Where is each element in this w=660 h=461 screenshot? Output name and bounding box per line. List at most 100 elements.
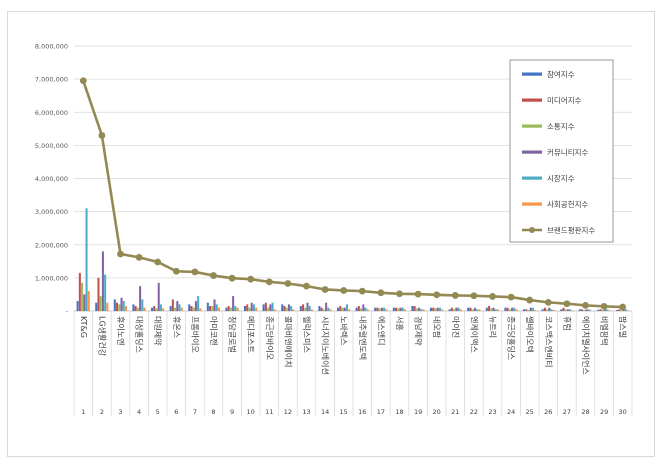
y-axis-tick-labels: - 1,000,000 2,000,000 3,000,000 4,000,000 5,0… [35, 43, 69, 316]
line-point [582, 301, 589, 309]
rank-label: 9 [230, 408, 234, 416]
bar [397, 308, 400, 311]
bar [302, 304, 305, 311]
bar [455, 307, 458, 311]
bar [85, 208, 88, 311]
legend-swatch [522, 124, 542, 128]
bar [415, 308, 418, 311]
bar [418, 307, 421, 311]
bar [153, 306, 156, 311]
bar [364, 307, 367, 311]
bar [106, 302, 109, 311]
bar [136, 307, 139, 311]
bar [134, 306, 137, 311]
rank-label: 3 [118, 408, 122, 416]
rank-label: 12 [284, 408, 292, 416]
bar [589, 310, 592, 311]
bar [566, 309, 569, 311]
category-label: 종근당바이오 [265, 316, 275, 360]
legend-label: 미디어지수 [547, 95, 582, 105]
category-label: 네오팜 [432, 316, 442, 339]
category-label: 아미코젠 [209, 316, 219, 345]
bar [506, 307, 509, 311]
category-label: 휴온스 [172, 316, 181, 338]
bar [583, 310, 586, 311]
bar [169, 306, 172, 311]
bar [355, 307, 358, 311]
rank-label: 29 [600, 408, 608, 416]
line-point [358, 287, 366, 295]
bar [378, 308, 381, 311]
bar [197, 296, 200, 311]
bar [348, 309, 351, 311]
bar [597, 309, 600, 311]
legend-label: 소통지수 [547, 122, 575, 131]
bar [225, 307, 228, 311]
bar [436, 307, 439, 311]
bar [366, 309, 369, 311]
line-point [489, 293, 496, 300]
bar [118, 304, 121, 311]
category-label: 청담글로벌 [228, 316, 238, 353]
bar [174, 307, 177, 311]
category-label: 노바렉스 [339, 316, 349, 345]
bar [560, 309, 563, 311]
bar [403, 309, 406, 311]
bar [362, 304, 365, 311]
y-tick-label: 1,000,000 [35, 274, 68, 282]
line-point [228, 274, 236, 282]
bar [327, 307, 330, 311]
line-series [79, 77, 627, 311]
bar [339, 306, 342, 311]
bar [620, 310, 623, 311]
bar [534, 310, 537, 311]
bar [608, 310, 611, 311]
bar [585, 309, 588, 311]
bar [178, 304, 181, 311]
category-label: 종근당홀딩스 [507, 316, 517, 360]
bar [616, 310, 619, 311]
category-label: 코스맥스엔비티 [544, 316, 554, 368]
bar [478, 309, 481, 311]
legend-swatch [522, 150, 542, 154]
line-point [451, 292, 459, 299]
bar [206, 302, 209, 311]
bar [244, 306, 247, 311]
bar [496, 309, 499, 311]
line-point [433, 291, 441, 299]
line-point [210, 272, 217, 279]
category-label: 뉴트리 [488, 316, 497, 338]
gridlines [73, 45, 633, 416]
bar [157, 282, 160, 311]
bar [113, 299, 116, 311]
bar [104, 274, 107, 311]
bar [287, 304, 290, 311]
bar [504, 307, 507, 311]
rank-label: 27 [563, 408, 571, 416]
bar [292, 309, 295, 311]
bar [525, 309, 528, 311]
line-point [265, 278, 273, 286]
line-point [619, 303, 627, 311]
category-label: 에스앤디 [376, 316, 386, 345]
bar [325, 302, 328, 311]
y-tick-label: 5,000,000 [35, 142, 68, 150]
rank-label: 4 [137, 408, 141, 416]
bar [236, 307, 239, 311]
bar [310, 309, 313, 311]
bar [211, 306, 214, 311]
legend-label: 브랜드평판지수 [547, 225, 595, 235]
bar [376, 307, 379, 311]
bar [599, 309, 602, 311]
category-label: 비엘팜텍 [600, 316, 610, 345]
legend-swatch [522, 98, 542, 102]
bar [120, 297, 123, 311]
bar [299, 306, 302, 311]
category-label: 서흥 [395, 316, 405, 331]
bar [318, 306, 321, 311]
bar [246, 304, 249, 311]
bar [476, 309, 479, 311]
rank-label: 23 [488, 408, 496, 416]
line-point [600, 302, 608, 310]
